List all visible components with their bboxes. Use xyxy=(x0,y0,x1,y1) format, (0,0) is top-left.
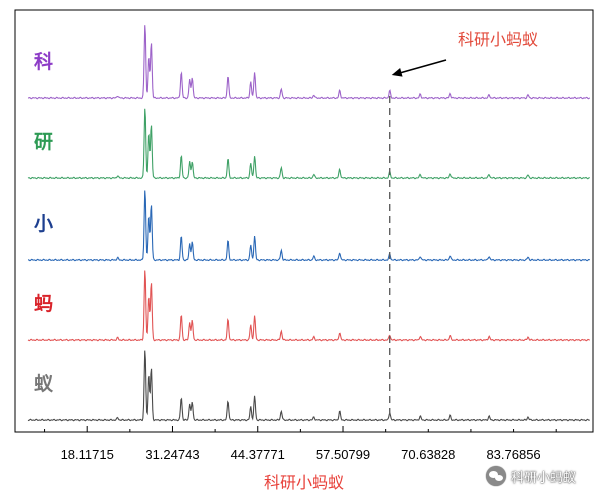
x-tick-label: 18.11715 xyxy=(61,447,114,462)
x-tick-label: 44.37771 xyxy=(231,447,285,462)
watermark-text: 科研小蚂蚁 xyxy=(511,470,577,486)
x-tick-label: 83.76856 xyxy=(486,447,540,462)
x-tick-label: 57.50799 xyxy=(316,447,370,462)
series-line-4 xyxy=(27,270,590,342)
x-tick-label: 31.24743 xyxy=(145,447,199,462)
annotation-text: 科研小蚂蚁 xyxy=(458,30,538,49)
wechat-icon xyxy=(486,466,506,486)
plot-frame xyxy=(14,9,594,433)
x-tick-label: 70.63828 xyxy=(401,447,455,462)
series-line-2 xyxy=(27,108,590,180)
series-label-2: 研 xyxy=(34,131,53,153)
series-line-3 xyxy=(27,190,591,262)
watermark: 科研小蚂蚁 xyxy=(486,463,596,489)
series-line-5 xyxy=(27,350,590,422)
series-label-3: 小 xyxy=(34,213,53,235)
series-label-5: 蚁 xyxy=(34,373,54,395)
x-axis-label: 科研小蚂蚁 xyxy=(264,473,344,492)
annotation-arrow xyxy=(399,59,447,74)
series-label-4: 蚂 xyxy=(34,293,53,315)
annotation-arrowhead xyxy=(391,67,403,77)
series-label-1: 科 xyxy=(34,50,53,73)
series-line-1 xyxy=(27,25,591,100)
